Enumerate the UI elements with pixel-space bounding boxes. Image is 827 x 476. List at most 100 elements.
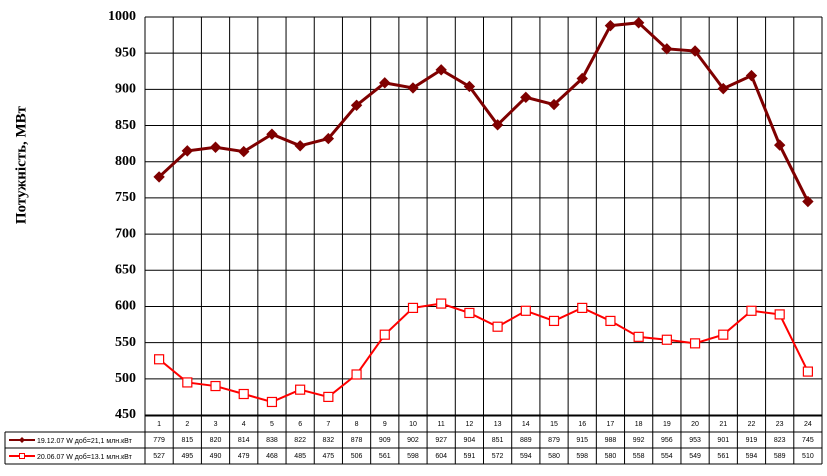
x-tick-label: 22 (748, 421, 756, 428)
table-value: 594 (746, 453, 758, 460)
data-point (379, 329, 390, 340)
data-point (492, 321, 503, 332)
data-point (407, 302, 419, 314)
data-point (238, 145, 250, 158)
x-tick-label: 12 (465, 421, 473, 428)
x-tick-label: 5 (270, 421, 274, 428)
legend-label: 19.12.07 W доб=21,1 млн.кВт (37, 437, 133, 445)
table-value: 822 (294, 437, 306, 444)
data-point (182, 377, 193, 388)
y-tick-label: 550 (115, 335, 136, 350)
x-tick-label: 8 (355, 421, 359, 428)
table-value: 904 (464, 437, 476, 444)
table-value: 879 (548, 437, 560, 444)
data-point (323, 391, 334, 403)
data-point (294, 140, 306, 152)
x-tick-label: 16 (578, 421, 586, 428)
data-point (520, 305, 531, 316)
table-value: 468 (266, 453, 278, 460)
table-value: 598 (576, 453, 588, 460)
y-tick-label: 800 (115, 154, 136, 169)
x-tick-label: 2 (185, 421, 189, 428)
table-value: 549 (689, 453, 701, 460)
y-tick-label: 450 (115, 407, 136, 422)
table-value: 479 (238, 453, 250, 460)
table-value: 832 (323, 437, 335, 444)
table-value: 814 (238, 437, 250, 444)
table-value: 851 (492, 437, 504, 444)
x-tick-label: 21 (719, 421, 727, 428)
y-tick-label: 650 (115, 262, 136, 277)
data-point (802, 366, 813, 377)
x-tick-label: 19 (663, 421, 671, 428)
data-point (689, 45, 701, 57)
table-value: 838 (266, 437, 278, 444)
data-point (520, 91, 532, 104)
data-point (548, 315, 560, 327)
y-tick-label: 1000 (108, 9, 136, 24)
data-point (745, 69, 758, 82)
data-point (266, 396, 278, 408)
data-point (661, 334, 672, 345)
legend-marker (19, 437, 25, 443)
table-value: 598 (407, 453, 419, 460)
data-point (576, 72, 588, 85)
data-point (350, 99, 363, 111)
data-point (689, 338, 701, 349)
table-value: 561 (717, 453, 729, 460)
table-value: 915 (576, 437, 588, 444)
x-tick-label: 23 (776, 421, 784, 428)
data-point (351, 369, 362, 380)
x-tick-label: 24 (804, 421, 812, 428)
table-value: 594 (520, 453, 532, 460)
data-point (463, 80, 476, 93)
table-value: 510 (802, 453, 814, 460)
table-value: 927 (435, 437, 447, 444)
x-tick-label: 18 (635, 421, 643, 428)
x-tick-label: 6 (298, 421, 302, 428)
data-point (632, 17, 645, 29)
y-tick-label: 750 (115, 190, 136, 205)
data-point (577, 302, 588, 314)
y-tick-label: 950 (115, 45, 136, 60)
data-point (322, 132, 335, 145)
table-value: 485 (294, 453, 306, 460)
table-value: 953 (689, 437, 701, 444)
x-tick-label: 11 (438, 421, 445, 428)
x-tick-label: 3 (214, 421, 218, 428)
data-point (266, 128, 278, 140)
table-value: 889 (520, 437, 532, 444)
x-tick-label: 14 (522, 421, 530, 428)
data-point (436, 298, 447, 309)
data-point (407, 82, 419, 94)
table-value: 823 (774, 437, 786, 444)
table-value: 909 (379, 437, 391, 444)
x-tick-label: 20 (691, 421, 699, 428)
table-value: 589 (774, 453, 786, 460)
table-value: 554 (661, 453, 673, 460)
data-point (604, 19, 617, 32)
x-tick-label: 4 (242, 421, 246, 428)
table-value: 919 (746, 437, 758, 444)
y-tick-label: 900 (115, 82, 136, 97)
table-value: 475 (323, 453, 335, 460)
table-value: 572 (492, 453, 504, 460)
table-value: 820 (210, 437, 222, 444)
table-value: 580 (548, 453, 560, 460)
table-value: 902 (407, 437, 419, 444)
table-value: 992 (633, 437, 645, 444)
data-point (774, 309, 785, 320)
data-point (548, 98, 560, 111)
table-value: 745 (802, 437, 814, 444)
data-point (802, 195, 814, 208)
data-point (717, 82, 729, 95)
x-tick-label: 1 (157, 421, 161, 428)
data-point (746, 305, 757, 316)
legend-marker (19, 453, 25, 459)
table-value: 527 (153, 453, 165, 460)
table-value: 591 (464, 453, 476, 460)
table-value: 988 (605, 437, 617, 444)
data-point (210, 380, 221, 392)
data-point (153, 171, 165, 183)
